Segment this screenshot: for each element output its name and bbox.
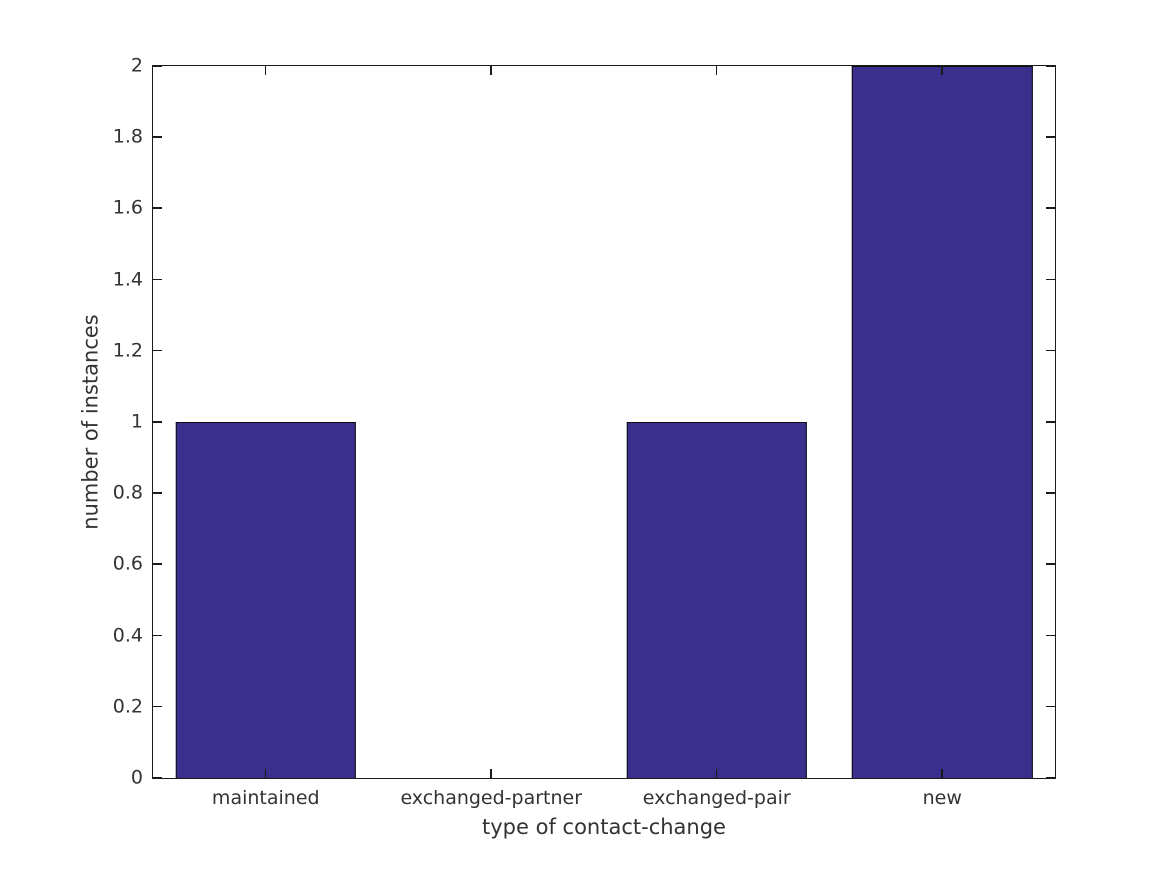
x-tick	[264, 769, 267, 778]
y-tick	[153, 634, 162, 637]
x-tick-label: exchanged-partner	[400, 787, 583, 809]
y-tick-label: 2	[130, 54, 143, 77]
y-tick	[1046, 777, 1055, 779]
plot-area: number of instances type of contact-chan…	[79, 56, 1056, 838]
x-tick	[715, 66, 718, 75]
x-tick	[941, 66, 943, 75]
y-tick	[1046, 634, 1055, 637]
y-tick	[1046, 65, 1055, 67]
x-axis-label: type of contact-change	[482, 815, 726, 839]
y-tick	[153, 65, 162, 67]
y-tick	[153, 777, 162, 779]
bar	[175, 422, 356, 778]
y-tick	[153, 136, 162, 138]
y-tick	[1046, 349, 1055, 352]
x-tick	[490, 769, 492, 778]
y-tick	[1046, 278, 1055, 281]
y-tick	[1046, 136, 1055, 138]
y-tick	[153, 421, 162, 423]
x-tick	[715, 769, 718, 778]
y-tick	[1046, 705, 1055, 708]
y-tick-label: 1.8	[112, 125, 143, 148]
y-tick	[153, 563, 162, 565]
y-tick	[153, 278, 162, 281]
x-tick	[490, 66, 492, 75]
y-tick-label: 0.4	[112, 624, 143, 647]
y-tick-label: 1.2	[112, 339, 143, 362]
bar	[852, 66, 1033, 778]
y-tick	[1046, 207, 1055, 209]
y-tick	[153, 492, 162, 494]
y-tick-label: 0.2	[112, 695, 143, 718]
x-tick-label: maintained	[211, 787, 320, 809]
y-tick	[1046, 563, 1055, 565]
y-tick-label: 1.4	[112, 268, 143, 291]
y-tick-label: 1.6	[112, 196, 143, 219]
y-tick	[153, 705, 162, 708]
y-tick-label: 0	[130, 766, 143, 789]
x-tick-label: exchanged-pair	[642, 787, 791, 809]
y-tick	[1046, 421, 1055, 423]
y-tick-label: 0.8	[112, 481, 143, 504]
y-tick	[1046, 492, 1055, 494]
y-tick	[153, 349, 162, 352]
y-tick	[153, 207, 162, 209]
y-tick-label: 1	[130, 410, 143, 433]
x-tick-label: new	[922, 787, 962, 809]
x-tick	[264, 66, 267, 75]
x-tick	[941, 769, 943, 778]
y-tick-label: 0.6	[112, 552, 143, 575]
y-axis-label: number of instances	[78, 314, 103, 530]
bar	[626, 422, 807, 778]
